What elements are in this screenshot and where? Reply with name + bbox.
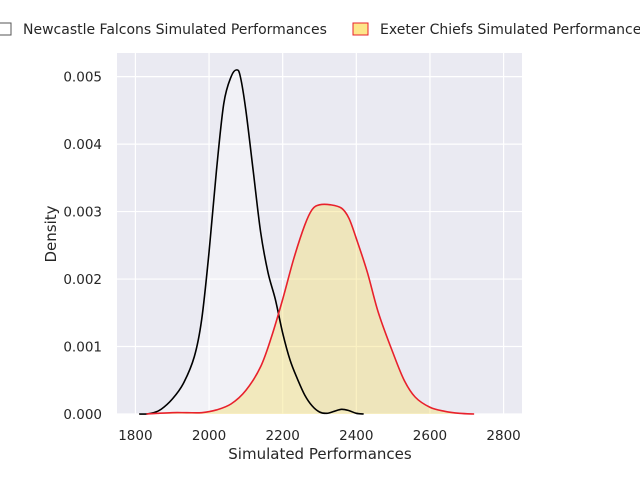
y-tick-label: 0.002 xyxy=(63,272,102,288)
grid-lines xyxy=(117,53,522,415)
plot-background xyxy=(117,53,522,414)
series-2-density-line xyxy=(146,203,475,415)
legend-swatch-1 xyxy=(0,22,12,36)
legend: Newcastle Falcons Simulated Performances… xyxy=(0,22,640,38)
y-tick-labels: 0.000 0.001 0.002 0.003 0.004 0.005 xyxy=(63,70,102,423)
legend-label-2: Exeter Chiefs Simulated Performances xyxy=(380,22,640,38)
y-axis-label: Density xyxy=(42,205,60,262)
y-tick-label: 0.001 xyxy=(63,340,102,356)
y-tick-label: 0.005 xyxy=(63,70,102,86)
x-tick-labels: 1800 2000 2200 2400 2600 2800 xyxy=(118,428,521,444)
legend-swatch-2 xyxy=(352,22,369,36)
x-tick-label: 2800 xyxy=(486,428,520,444)
y-tick-label: 0.004 xyxy=(63,137,102,153)
x-tick-label: 1800 xyxy=(118,428,152,444)
x-axis-label: Simulated Performances xyxy=(228,445,412,463)
y-tick-label: 0.000 xyxy=(63,407,102,423)
legend-label-1: Newcastle Falcons Simulated Performances xyxy=(23,22,327,38)
series-group xyxy=(139,69,475,415)
x-tick-label: 2000 xyxy=(192,428,226,444)
y-tick-label: 0.003 xyxy=(63,205,102,221)
x-tick-label: 2600 xyxy=(413,428,447,444)
x-tick-label: 2200 xyxy=(266,428,300,444)
series-1-density-fill xyxy=(139,69,364,415)
x-tick-label: 2400 xyxy=(339,428,373,444)
series-2-density-fill xyxy=(146,204,475,414)
series-1-density-line xyxy=(139,69,364,415)
